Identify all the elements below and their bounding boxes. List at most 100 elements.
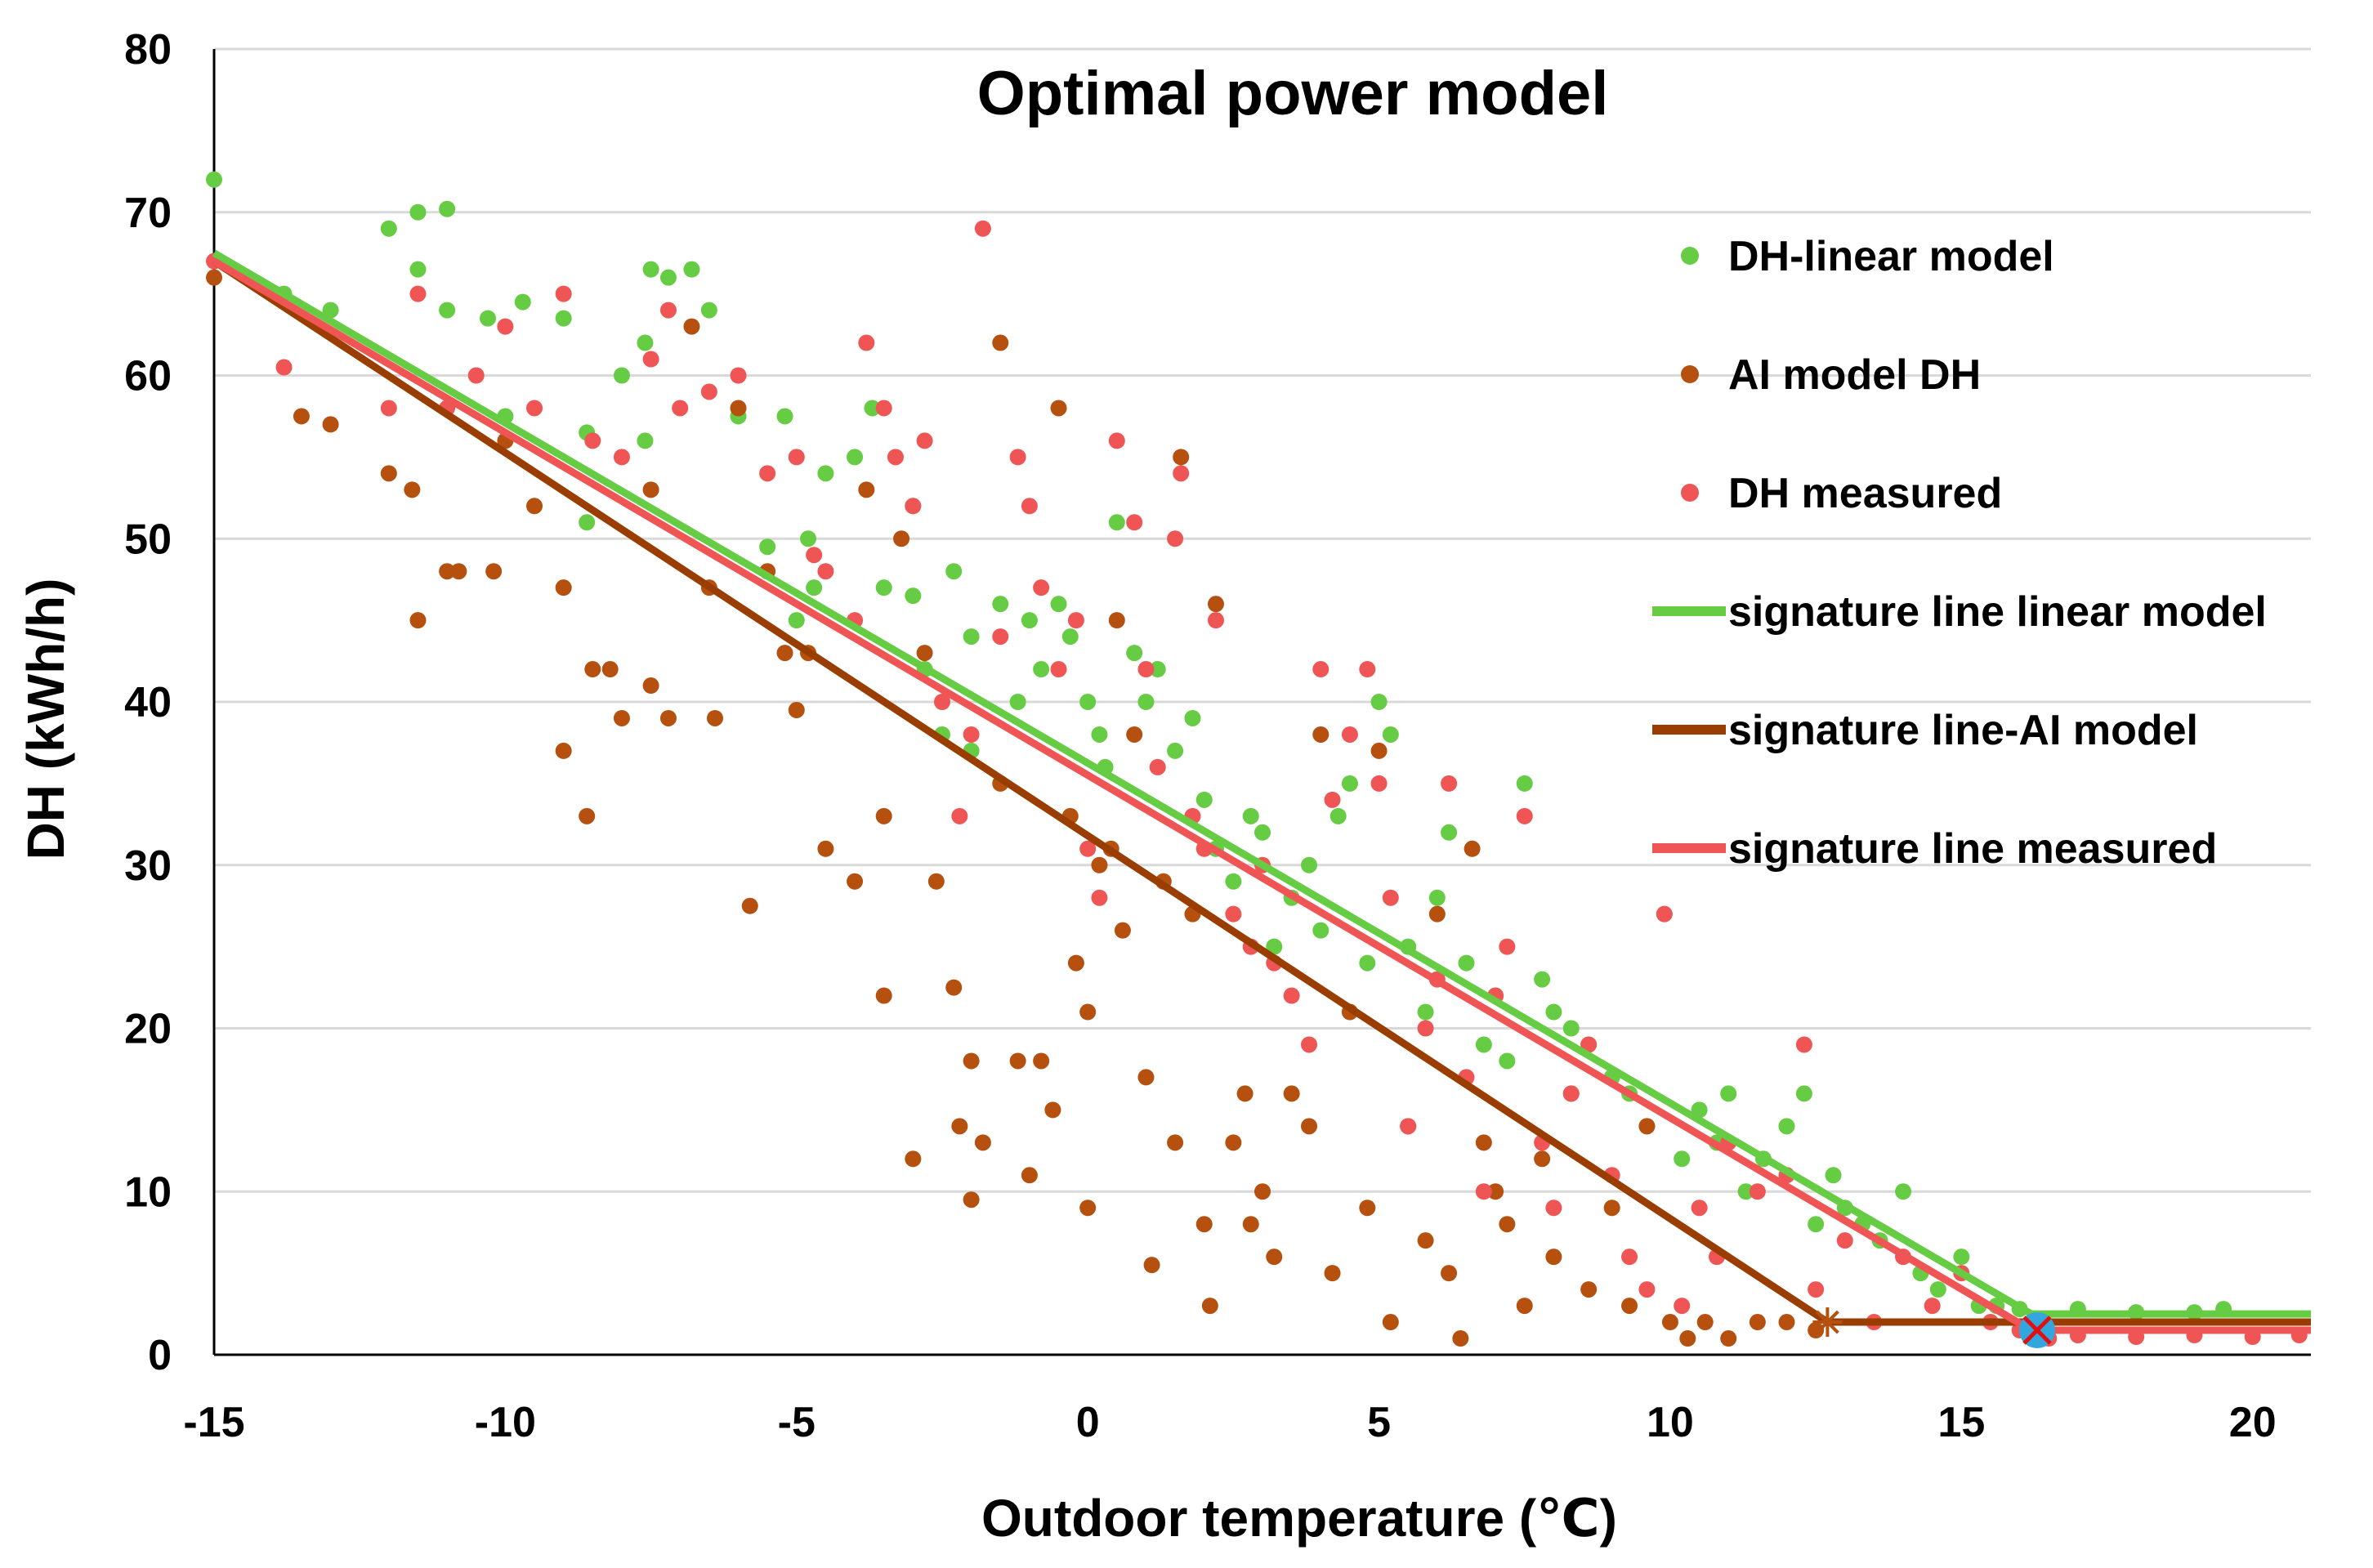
legend-swatch (1681, 365, 1699, 383)
x-tick-label: 0 (1076, 1399, 1100, 1446)
y-tick-label: 20 (124, 1006, 172, 1053)
data-point (206, 269, 222, 286)
legend-item-dh-linear-model: DH-linear model (1681, 233, 2054, 280)
data-point (1895, 1183, 1912, 1200)
data-point (1312, 726, 1330, 743)
series-dh-measured (206, 220, 2308, 1347)
data-point (1534, 971, 1551, 988)
data-point (1143, 1257, 1160, 1274)
marker-stroke (2022, 1316, 2052, 1345)
data-point (1499, 1052, 1516, 1070)
data-point (905, 1150, 922, 1168)
data-point (1195, 1216, 1213, 1233)
data-point (1067, 954, 1084, 972)
data-point (1679, 1330, 1696, 1347)
data-point (1428, 889, 1446, 906)
x-tick-label: -15 (183, 1399, 244, 1446)
data-point (1475, 1134, 1492, 1151)
data-point (642, 481, 659, 498)
data-point (1061, 628, 1079, 646)
data-point (1079, 1003, 1097, 1021)
data-point (730, 367, 747, 384)
data-point (439, 200, 456, 217)
y-tick-label: 30 (124, 842, 172, 890)
data-point (875, 987, 892, 1004)
data-point (858, 481, 875, 498)
data-point (1225, 905, 1242, 922)
data-point (700, 302, 717, 319)
data-point (1312, 661, 1330, 678)
legend-label: DH measured (1728, 470, 2002, 517)
data-point (1021, 612, 1038, 629)
data-point (806, 579, 823, 596)
data-point (206, 171, 222, 188)
data-point (1173, 465, 1190, 482)
data-point (992, 628, 1009, 646)
data-point (817, 465, 834, 482)
data-point (1301, 1036, 1318, 1053)
data-point (1370, 694, 1388, 710)
data-point (1836, 1232, 1853, 1249)
data-point (642, 261, 659, 278)
data-point (706, 709, 723, 726)
legend-label: signature line measured (1728, 825, 2217, 873)
data-point (1009, 449, 1026, 466)
data-point (497, 318, 514, 335)
line-signature-line-measured (212, 257, 2311, 1334)
data-point (1696, 1314, 1714, 1331)
data-point (672, 400, 689, 417)
data-point (555, 742, 572, 759)
y-tick-label: 70 (124, 190, 172, 237)
data-point (1195, 791, 1213, 808)
data-point (1452, 1330, 1469, 1347)
data-point (1283, 987, 1300, 1004)
data-point (613, 367, 630, 384)
data-point (439, 563, 456, 580)
data-point (1341, 775, 1358, 792)
data-point (700, 383, 717, 400)
data-point (800, 530, 817, 547)
y-tick-label: 80 (124, 26, 172, 74)
data-point (659, 709, 677, 726)
data-point (1091, 726, 1108, 743)
data-point (579, 807, 596, 824)
y-tick-label: 40 (124, 679, 172, 726)
data-point (1021, 1167, 1038, 1184)
data-point (1225, 873, 1242, 890)
data-point (1242, 807, 1259, 824)
legend-label: signature line linear model (1728, 588, 2267, 636)
data-point (1382, 1314, 1399, 1331)
data-point (1417, 1232, 1434, 1249)
data-point (916, 645, 933, 662)
data-point (380, 400, 397, 417)
data-point (905, 498, 922, 515)
data-point (1691, 1199, 1708, 1217)
data-point (613, 709, 630, 726)
data-point (1266, 1249, 1283, 1266)
legend: DH-linear model AI model DH DH measured sig… (1652, 233, 2267, 873)
data-point (916, 432, 933, 449)
data-point (1225, 1134, 1242, 1151)
y-tick-label: 0 (148, 1332, 172, 1379)
data-point (1079, 694, 1097, 710)
data-point (637, 334, 654, 351)
data-point (1638, 1118, 1656, 1135)
data-point (1137, 661, 1155, 678)
legend-swatch (1681, 484, 1699, 502)
data-point (1382, 889, 1399, 906)
data-point (974, 1134, 991, 1151)
data-point (1778, 1314, 1795, 1331)
data-point (1067, 612, 1084, 629)
legend-item-signature-line-ai-model: signature line-AI model (1652, 707, 2198, 754)
data-point (945, 563, 963, 580)
data-point (951, 1118, 968, 1135)
data-point (1621, 1298, 1638, 1315)
data-point (380, 465, 397, 482)
data-point (933, 694, 950, 710)
data-point (450, 563, 467, 580)
data-point (1266, 938, 1283, 955)
data-point (1534, 1150, 1551, 1168)
tick-labels: 0 10 20 30 40 50 60 70 80 -15 -10 -5 0 5 10 15 20 (124, 26, 2276, 1446)
y-tick-label: 50 (124, 516, 172, 563)
data-point (1207, 596, 1224, 613)
